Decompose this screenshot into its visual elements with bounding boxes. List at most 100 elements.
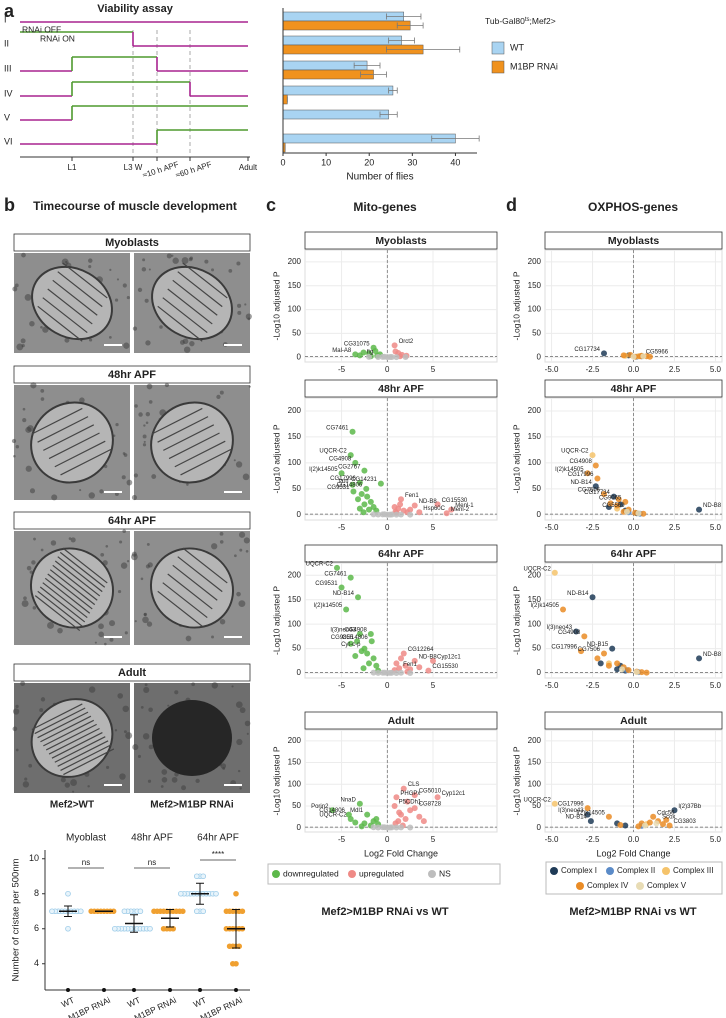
gene-point [622,822,629,829]
granule [27,425,34,432]
gene-point [619,666,626,673]
x-tick-label: -5.0 [545,835,559,844]
granule [22,418,27,423]
gene-point [370,669,377,676]
panel-title: Timecourse of muscle development [33,199,237,213]
granule [124,631,128,635]
y-tick-label: 200 [288,736,302,745]
cristae-point [147,925,153,932]
mitochondrion [30,698,114,778]
x-tick-label: 0.0 [628,365,640,374]
facet-header-box [304,231,498,250]
granule [237,310,242,315]
x-tick-label: -5.0 [545,365,559,374]
granule [171,254,174,257]
crista [37,416,89,443]
granule [64,337,70,343]
gene-point [407,506,414,513]
granule [174,690,179,695]
granule [147,779,152,783]
granule [15,748,19,752]
granule [237,303,242,308]
x-tick-label: -5 [338,365,346,374]
gene-point [589,594,596,601]
gene-point [375,669,382,676]
gene-point [434,794,441,801]
facet-header-box [304,711,498,730]
granule [33,537,36,541]
crista [57,740,109,767]
granule [114,492,119,496]
x-tick-label: 0 [385,835,390,844]
y-tick-label: 0 [537,510,542,519]
y-axis-title: -Log10 adjusted P [271,271,281,340]
gene-label: ND-B8 [419,654,438,660]
gene-point [411,502,418,509]
gene-point [356,479,363,486]
granule [171,776,178,783]
gene-label: CG5010 [419,789,442,795]
gene-label: CG9065 [599,495,622,501]
granule [21,600,29,608]
granule [132,326,138,331]
facet-header: Myoblasts [375,235,427,247]
gene-point [573,628,580,635]
crista [51,732,103,759]
granule [126,479,133,486]
gene-point [381,824,388,831]
gene-label: UQCR-C2 [523,566,551,572]
granule [123,730,127,734]
crista [57,556,103,593]
gene-point [364,493,371,500]
micrograph [12,252,130,353]
granule [121,475,126,480]
crista [60,448,112,476]
gene-point [551,800,558,807]
granule [117,589,122,594]
y-tick-label: 150 [528,281,542,290]
y-tick-label: 50 [292,329,301,338]
gene-label: Hsp60C [423,506,445,512]
stage-header-box [13,365,251,384]
gene-point [696,506,703,513]
gene-point [696,655,703,662]
significance-label: **** [212,850,224,859]
granule [238,531,246,538]
x-tick-label: WT [60,995,76,1010]
gene-label: CG15530 [432,664,458,670]
x-tick-label: 0 [385,523,390,532]
gene-label: CG17996 [330,476,356,482]
error-bar [431,135,480,142]
granule [142,733,150,740]
granule [87,785,90,788]
stage-header-box [13,233,251,252]
y-tick-label: 50 [292,484,301,493]
granule [222,767,226,770]
micrograph [12,681,133,793]
cristae-point [88,908,94,915]
gene-point [666,822,673,829]
gene-point [350,488,357,495]
granule [159,325,163,329]
granule [138,412,143,417]
gene-point [425,667,432,674]
gene-point [358,648,365,655]
granule [68,537,72,540]
granule [179,339,185,345]
gene-point [375,353,382,360]
y-axis-title: -Log10 adjusted P [511,746,521,815]
granule [145,340,151,346]
granule [142,616,149,624]
x-tick-label: 5 [431,365,436,374]
cristae-point [200,873,207,880]
x-tick-label: -2.5 [586,835,600,844]
granule [104,642,107,646]
gene-point [381,511,388,518]
granule [51,494,58,501]
gene-point [361,501,368,508]
x-tick-label: WT [126,995,142,1010]
granule [239,707,246,714]
gene-point [343,606,350,613]
granule [15,445,20,449]
